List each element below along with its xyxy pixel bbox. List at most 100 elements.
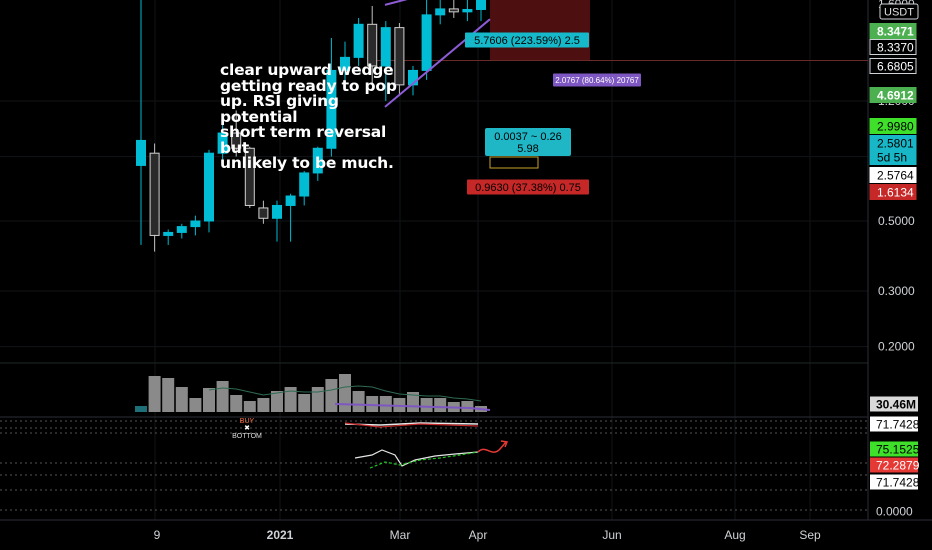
price-badge-bg: [869, 39, 917, 55]
price-tick-label: 0.5000: [878, 214, 915, 228]
annotation-line: unlikely to be much.: [220, 154, 394, 172]
candle[interactable]: [285, 193, 296, 242]
candle[interactable]: [258, 200, 269, 224]
bottom-label: BOTTOM: [232, 433, 262, 440]
currency-badge[interactable]: USDT: [879, 3, 919, 20]
volume-bar: [325, 379, 338, 412]
price-badge: 5d 5h: [869, 149, 917, 165]
indicator-badge-text: 75.1525: [876, 443, 920, 457]
candle[interactable]: [190, 215, 201, 236]
stop-label[interactable]: 0.9630 (37.38%) 0.75: [467, 179, 589, 195]
price-badge: 2.5801: [869, 135, 917, 151]
price-badge-text: 4.6912: [877, 89, 914, 103]
price-badge-text: 2.5764: [877, 169, 914, 183]
candle[interactable]: [353, 17, 364, 66]
price-badge: 8.3370: [869, 39, 917, 55]
volume-bar: [203, 388, 215, 412]
candle-body: [244, 147, 255, 206]
candle[interactable]: [149, 143, 160, 252]
candle[interactable]: [136, 0, 146, 245]
candle-body: [231, 132, 242, 149]
candle[interactable]: [408, 65, 418, 96]
candle[interactable]: [462, 0, 473, 22]
candle-body: [435, 8, 446, 16]
candle-body: [448, 8, 459, 13]
candle[interactable]: [421, 0, 432, 80]
target-label-bg: [465, 32, 589, 48]
time-tick-label: Jun: [602, 528, 621, 542]
rsi-signal-line: [369, 451, 479, 469]
volume-bar: [175, 387, 188, 412]
candle[interactable]: [312, 146, 323, 181]
indicator-badge: 71.7428: [870, 474, 920, 490]
volume-bar: [379, 396, 392, 412]
candle-body: [258, 207, 269, 219]
indicator-badge: 72.2879: [870, 457, 920, 473]
volume-bar: [352, 391, 365, 412]
annotation-line: short term reversal but: [220, 123, 387, 157]
annotation-line: up. RSI giving potential: [220, 92, 339, 126]
candle[interactable]: [448, 0, 459, 18]
candle-body: [476, 0, 486, 10]
candle[interactable]: [394, 23, 405, 96]
currency-label: USDT: [884, 7, 914, 19]
candle-body: [163, 231, 174, 236]
candle-body: [421, 14, 432, 71]
volume-bar: [366, 396, 379, 412]
indicator-badge: 0.0000: [870, 503, 918, 519]
measure-box[interactable]: 0.0037 ~ 0.265.98: [485, 128, 571, 156]
candle[interactable]: [204, 149, 214, 233]
target-label-text: 5.7606 (223.59%) 2.5: [474, 35, 580, 47]
candle[interactable]: [380, 21, 391, 102]
target-label[interactable]: 5.7606 (223.59%) 2.5: [465, 32, 589, 48]
price-badge-bg: [869, 149, 917, 165]
candle-body: [149, 152, 160, 236]
ruler-label[interactable]: 2.0767 (80.64%) 20767: [553, 73, 641, 87]
candle-body: [217, 132, 228, 154]
price-badge-bg: [869, 167, 917, 183]
candle[interactable]: [326, 38, 337, 157]
candle[interactable]: [217, 119, 228, 161]
volume-bar: [420, 398, 433, 412]
candle[interactable]: [367, 6, 378, 85]
candle[interactable]: [176, 223, 187, 239]
volume-bar: [284, 387, 297, 412]
volume-bar: [257, 398, 270, 412]
candle[interactable]: [244, 146, 255, 208]
ruler-label-bg: [553, 73, 641, 87]
candle[interactable]: [231, 110, 242, 157]
candle-body: [176, 226, 187, 233]
volume-bar: [135, 406, 147, 412]
price-badge: 4.6912: [869, 87, 917, 103]
candle[interactable]: [340, 41, 350, 85]
indicator-badge-bg: [870, 441, 918, 457]
candle-body: [380, 27, 391, 67]
indicator-badge-text: 30.46M: [876, 398, 916, 412]
candle[interactable]: [476, 0, 486, 22]
candle-body: [367, 23, 378, 67]
annotation-line: clear upward wedge: [220, 61, 394, 79]
volume-bar: [216, 381, 229, 412]
volume-bar: [298, 394, 311, 412]
volume-bar: [434, 398, 447, 412]
volume-bar: [271, 391, 283, 412]
candle[interactable]: [435, 0, 446, 25]
indicator-badge-text: 71.7428: [876, 418, 920, 432]
rsi-forecast-arrowhead: [500, 440, 509, 448]
price-tick-label: 0.3000: [878, 284, 915, 298]
selection-box[interactable]: [489, 156, 539, 169]
candle[interactable]: [299, 171, 310, 206]
stoch-signal-line: [344, 422, 479, 428]
candle[interactable]: [272, 200, 282, 242]
volume-bar: [339, 374, 351, 412]
buy-label: BUY: [240, 418, 255, 425]
candle-body: [326, 69, 337, 149]
price-badge: 8.3471: [869, 23, 917, 39]
price-badge-bg: [869, 87, 917, 103]
volume-bar: [189, 398, 202, 412]
price-badge-bg: [869, 58, 917, 74]
price-badge-text: 1.6134: [877, 186, 914, 200]
candle[interactable]: [163, 229, 174, 245]
